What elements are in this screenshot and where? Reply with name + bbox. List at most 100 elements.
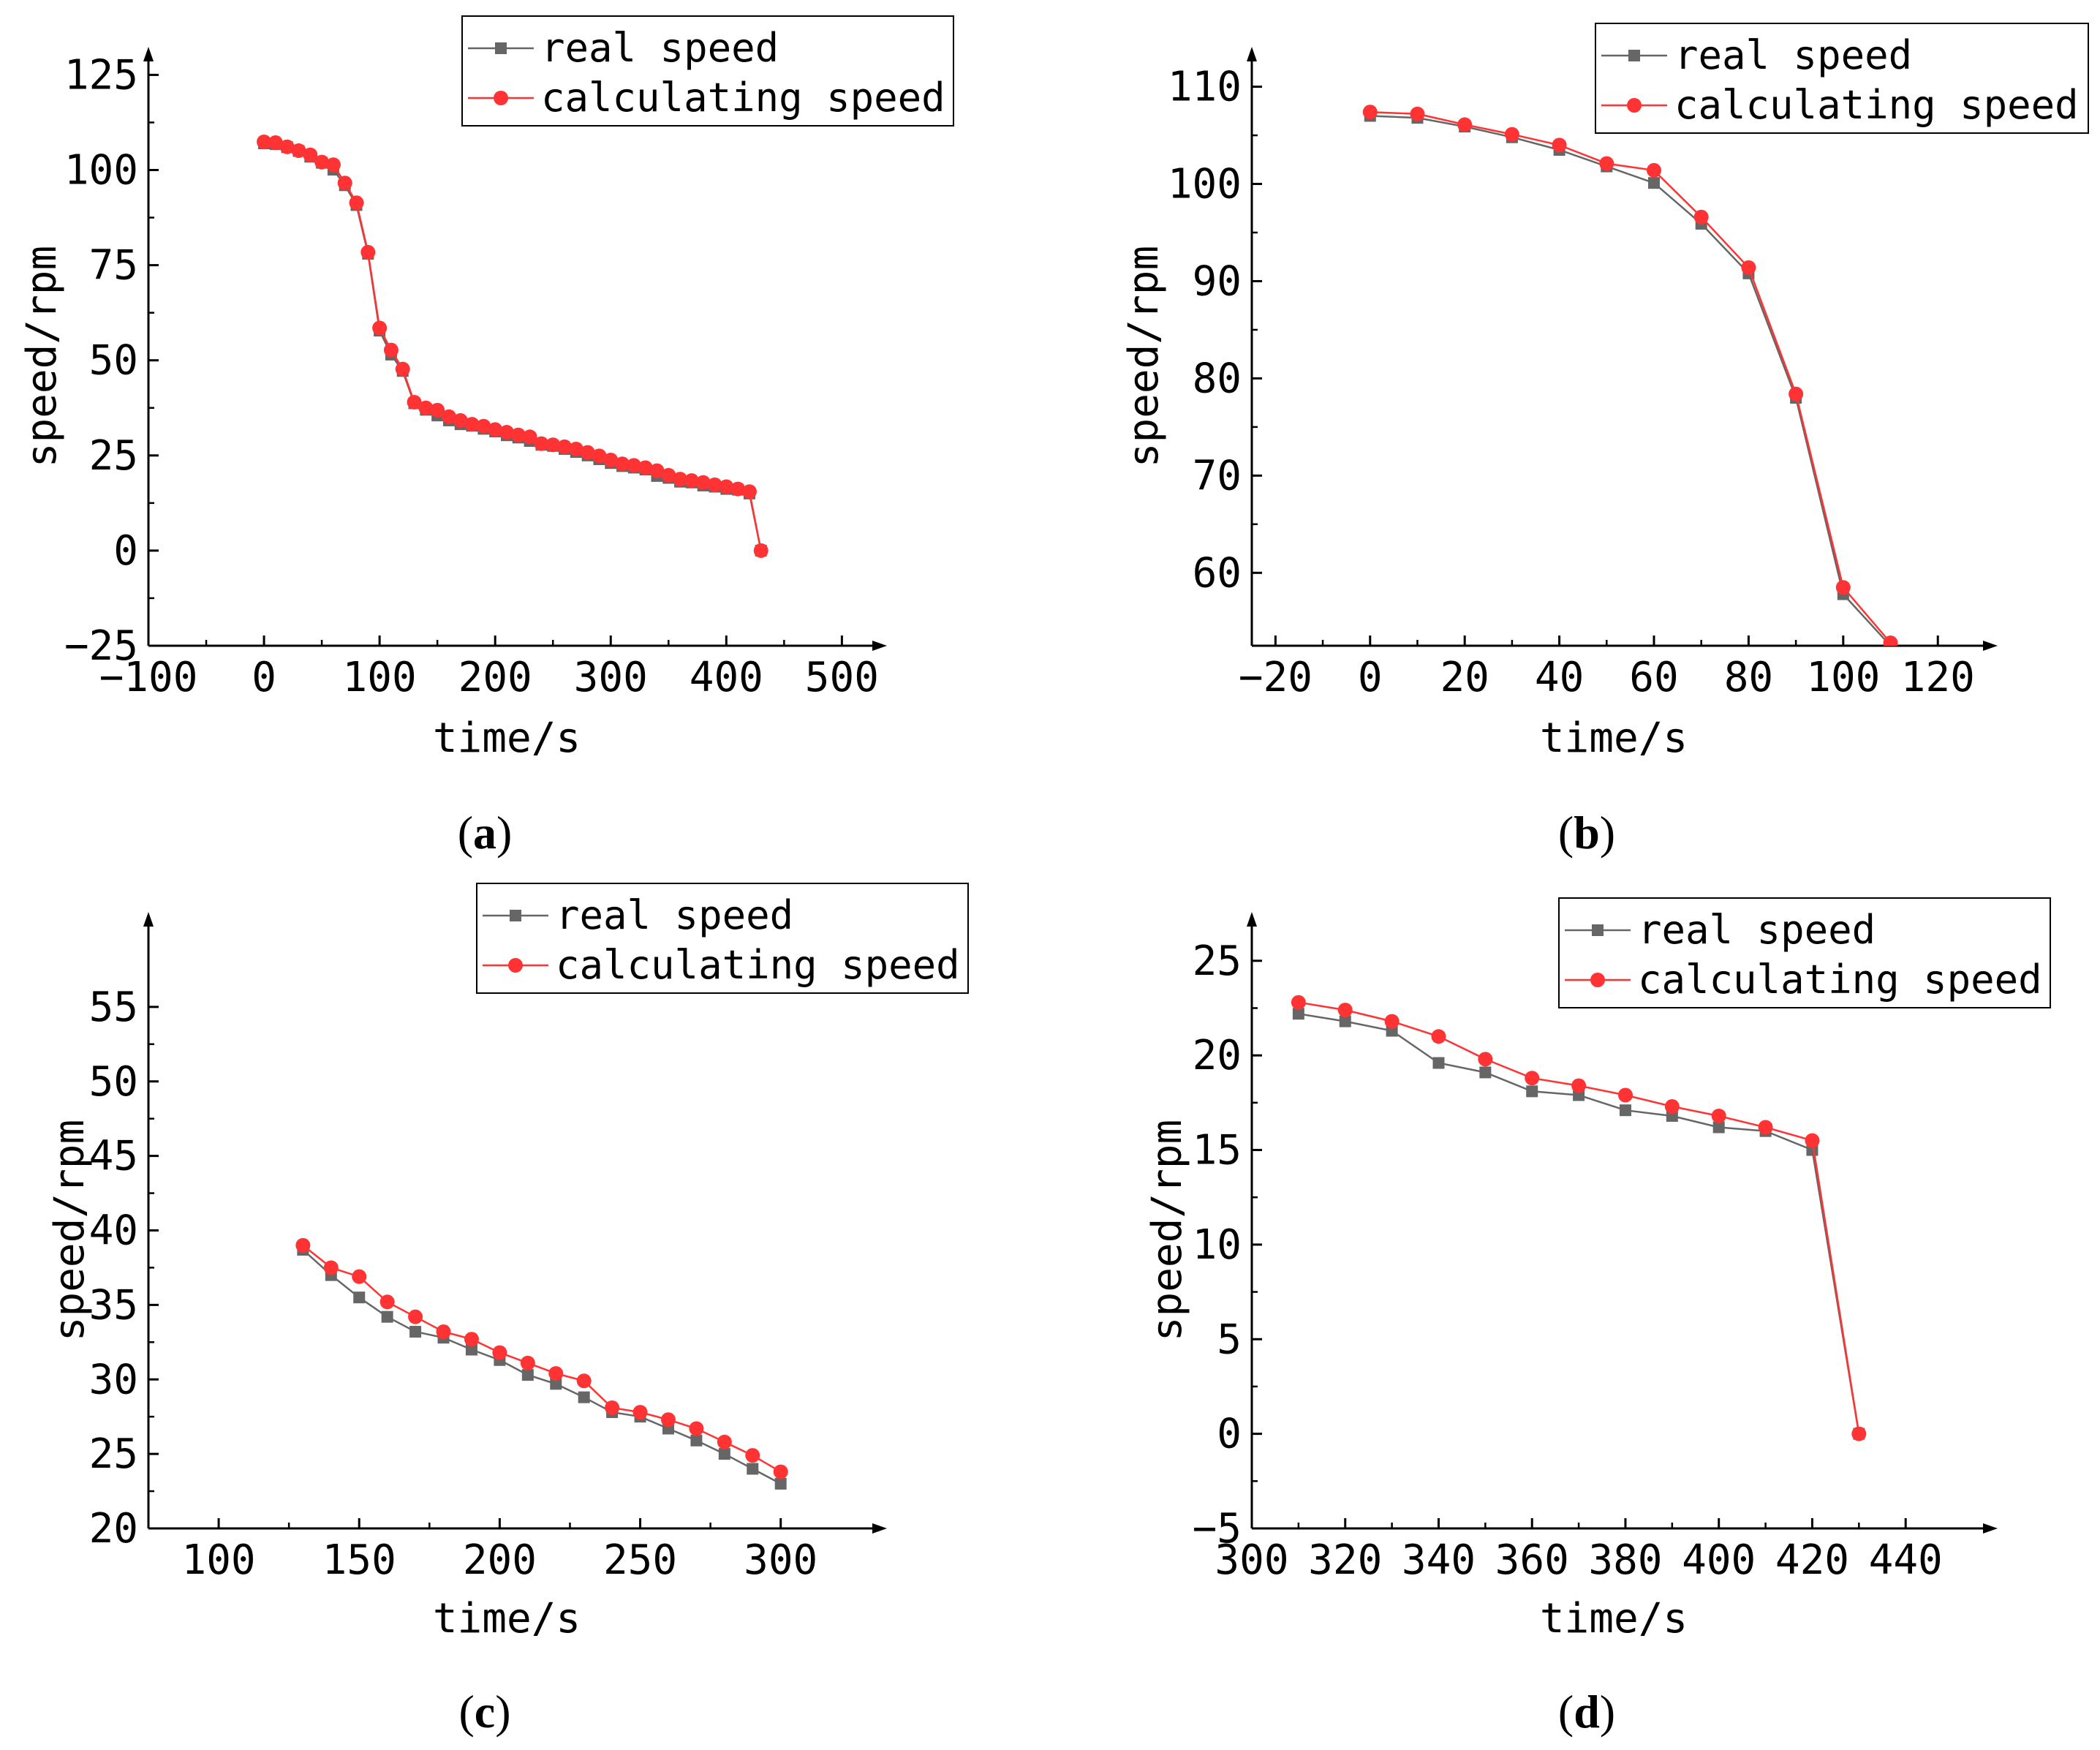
x-tick-label: 300 bbox=[574, 654, 648, 701]
y-tick-label: 80 bbox=[1193, 355, 1242, 402]
panel-caption: (c) bbox=[458, 1686, 510, 1738]
x-tick-label: 400 bbox=[690, 654, 763, 701]
real-speed-point bbox=[1712, 1121, 1725, 1134]
real-speed-point bbox=[521, 1369, 534, 1381]
calculating-speed-point bbox=[684, 473, 699, 489]
x-tick-label: 100 bbox=[182, 1536, 256, 1584]
calculating-speed-point bbox=[291, 143, 306, 158]
x-axis-arrow bbox=[1983, 641, 1998, 651]
legend-real-marker bbox=[1592, 924, 1604, 936]
legend-calc-marker bbox=[1627, 98, 1642, 113]
legend-box bbox=[1558, 897, 2051, 1008]
y-axis-title: speed/rpm bbox=[1144, 1120, 1191, 1341]
y-tick-label: 100 bbox=[64, 147, 138, 195]
real-speed-point bbox=[465, 1343, 477, 1356]
real-speed-point bbox=[1432, 1057, 1445, 1069]
real-speed-point bbox=[690, 1434, 703, 1447]
calculating-speed-point bbox=[568, 441, 583, 456]
x-tick-label: 60 bbox=[1629, 654, 1678, 701]
x-axis-title: time/s bbox=[1540, 714, 1688, 762]
real-speed-point bbox=[1292, 1008, 1304, 1020]
calculating-speed-point bbox=[576, 1373, 592, 1389]
x-tick-label: 200 bbox=[463, 1536, 537, 1584]
x-tick-label: −20 bbox=[1239, 654, 1312, 701]
x-tick-label: 150 bbox=[322, 1536, 396, 1584]
real-speed-point bbox=[353, 1291, 366, 1304]
legend-box bbox=[461, 15, 954, 127]
calculating-speed-point bbox=[1599, 156, 1614, 171]
real-speed-line bbox=[302, 1249, 782, 1485]
legend-real-label: real speed bbox=[541, 25, 779, 71]
legend-box bbox=[1595, 23, 2089, 134]
calculating-speed-point bbox=[492, 1345, 507, 1360]
y-tick-label: 50 bbox=[89, 337, 138, 385]
y-tick-label: 10 bbox=[1193, 1221, 1242, 1269]
calculating-speed-point bbox=[379, 1294, 395, 1310]
x-tick-label: 100 bbox=[343, 654, 417, 701]
y-axis-title: speed/rpm bbox=[46, 1120, 94, 1341]
calculating-speed-point bbox=[520, 1355, 535, 1370]
calculating-speed-point bbox=[1478, 1052, 1493, 1067]
y-tick-label: 70 bbox=[1193, 452, 1242, 499]
real-speed-line bbox=[1370, 115, 1892, 646]
y-tick-label: 25 bbox=[89, 432, 138, 480]
x-tick-label: 340 bbox=[1402, 1536, 1476, 1584]
plot-area bbox=[1291, 995, 1867, 1441]
x-axis-arrow bbox=[872, 1523, 887, 1534]
x-tick-label: 420 bbox=[1775, 1536, 1849, 1584]
calculating-speed-point bbox=[464, 417, 480, 432]
calculating-speed-line bbox=[1298, 1001, 1860, 1434]
y-axis-title: speed/rpm bbox=[18, 246, 66, 467]
y-tick-label: 40 bbox=[89, 1207, 138, 1255]
y-tick-label: 20 bbox=[1193, 1032, 1242, 1079]
calculating-speed-point bbox=[349, 195, 364, 211]
calculating-speed-point bbox=[649, 463, 665, 478]
calculating-speed-point bbox=[638, 460, 653, 475]
x-tick-label: 300 bbox=[744, 1536, 817, 1584]
y-tick-label: −25 bbox=[64, 622, 138, 670]
x-tick-label: 300 bbox=[1215, 1536, 1288, 1584]
calculating-speed-point bbox=[1457, 117, 1473, 132]
calculating-speed-point bbox=[337, 176, 352, 191]
x-tick-label: 100 bbox=[1806, 654, 1880, 701]
x-tick-label: 40 bbox=[1535, 654, 1584, 701]
x-tick-label: 440 bbox=[1869, 1536, 1943, 1584]
legend-real-marker bbox=[1628, 50, 1640, 61]
chart-panel-b: −20 0 20 40 60 80 100 120 60 70 80 90 100 110 time/s sp… bbox=[1120, 23, 2089, 859]
y-axis-arrow bbox=[1247, 912, 1257, 927]
calculating-speed-point bbox=[1758, 1120, 1773, 1135]
chart-panel-c: 100 150 200 250 300 20 25 30 35 40 45 50 55 time/s spe… bbox=[46, 883, 969, 1738]
calculating-speed-point bbox=[1362, 105, 1378, 120]
y-tick-label: 30 bbox=[89, 1356, 138, 1403]
panel-caption: (b) bbox=[1558, 807, 1615, 859]
calculating-speed-point bbox=[745, 1448, 760, 1463]
calculating-speed-point bbox=[707, 477, 722, 492]
y-tick-label: 125 bbox=[64, 51, 138, 99]
legend-real-marker bbox=[510, 910, 521, 921]
calculating-speed-line bbox=[264, 140, 762, 551]
calculating-speed-point bbox=[372, 320, 388, 336]
y-tick-label: −5 bbox=[1193, 1505, 1242, 1553]
y-tick-label: 0 bbox=[113, 527, 138, 575]
y-axis-arrow bbox=[1247, 47, 1257, 61]
x-tick-label: 200 bbox=[458, 654, 532, 701]
x-tick-label: 400 bbox=[1682, 1536, 1756, 1584]
y-tick-label: 20 bbox=[89, 1505, 138, 1553]
calculating-speed-point bbox=[1851, 1426, 1867, 1441]
calculating-speed-point bbox=[1337, 1003, 1353, 1018]
calculating-speed-point bbox=[436, 1324, 451, 1340]
calculating-speed-point bbox=[510, 427, 526, 442]
real-speed-point bbox=[1648, 177, 1660, 189]
legend-calc-marker bbox=[1590, 973, 1605, 987]
x-tick-label: −100 bbox=[99, 654, 198, 701]
calculating-speed-point bbox=[605, 1400, 620, 1415]
y-tick-label: 75 bbox=[89, 242, 138, 290]
calculating-speed-point bbox=[1410, 106, 1425, 121]
legend-box bbox=[476, 883, 969, 994]
y-tick-label: 45 bbox=[89, 1133, 138, 1180]
x-axis-arrow bbox=[1983, 1523, 1998, 1534]
real-speed-point bbox=[1619, 1104, 1631, 1117]
calculating-speed-point bbox=[1504, 127, 1519, 142]
